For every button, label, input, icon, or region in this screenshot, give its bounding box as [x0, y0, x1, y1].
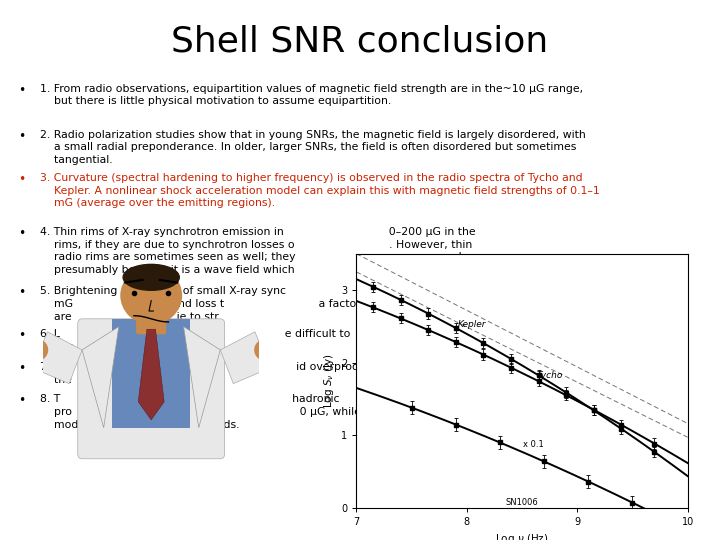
FancyBboxPatch shape: [78, 319, 225, 459]
Text: 6. L                             lloff fr                          e difficult t: 6. L lloff fr e difficult t: [40, 329, 350, 352]
Polygon shape: [220, 332, 270, 383]
Polygon shape: [82, 327, 119, 428]
Text: •: •: [18, 84, 25, 97]
Polygon shape: [184, 327, 220, 428]
Y-axis label: Log $S_\nu$ (Jy): Log $S_\nu$ (Jy): [322, 353, 336, 408]
Text: 2. Radio polarization studies show that in young SNRs, the magnetic field is lar: 2. Radio polarization studies show that …: [40, 130, 585, 165]
Text: 4. Thin rims of X-ray synchrotron emission in                              0–200: 4. Thin rims of X-ray synchrotron emissi…: [40, 227, 485, 275]
Ellipse shape: [121, 267, 181, 324]
Text: •: •: [18, 394, 25, 407]
Text: 7. P                             ergies v                          id overproduc: 7. P ergies v id overproduc: [40, 362, 388, 384]
FancyBboxPatch shape: [136, 308, 166, 334]
Text: 3. Curvature (spectral hardening to higher frequency) is observed in the radio s: 3. Curvature (spectral hardening to high…: [40, 173, 599, 208]
Text: •: •: [18, 362, 25, 375]
Text: 1. From radio observations, equipartition values of magnetic field strength are : 1. From radio observations, equipartitio…: [40, 84, 582, 106]
Text: Kepler: Kepler: [458, 320, 487, 329]
Text: •: •: [18, 130, 25, 143]
Ellipse shape: [123, 265, 179, 291]
Text: Shell SNR conclusion: Shell SNR conclusion: [171, 24, 549, 58]
Text: 5. Brightening and fading of small X-ray sync                             as A r: 5. Brightening and fading of small X-ray…: [40, 286, 487, 322]
FancyBboxPatch shape: [112, 319, 190, 428]
Polygon shape: [138, 329, 164, 420]
Text: •: •: [18, 329, 25, 342]
Text: x 0.1: x 0.1: [523, 440, 544, 449]
Text: •: •: [18, 227, 25, 240]
Text: •: •: [18, 173, 25, 186]
Text: Tycho: Tycho: [536, 371, 563, 380]
Text: •: •: [18, 286, 25, 299]
Ellipse shape: [255, 340, 276, 360]
Text: SN1006: SN1006: [505, 498, 539, 507]
Polygon shape: [32, 332, 82, 383]
Text: 8. T                             rs is no                          hadronic
    : 8. T rs is no hadronic: [40, 394, 408, 430]
Ellipse shape: [26, 340, 48, 360]
X-axis label: Log $\nu$ (Hz): Log $\nu$ (Hz): [495, 532, 549, 540]
